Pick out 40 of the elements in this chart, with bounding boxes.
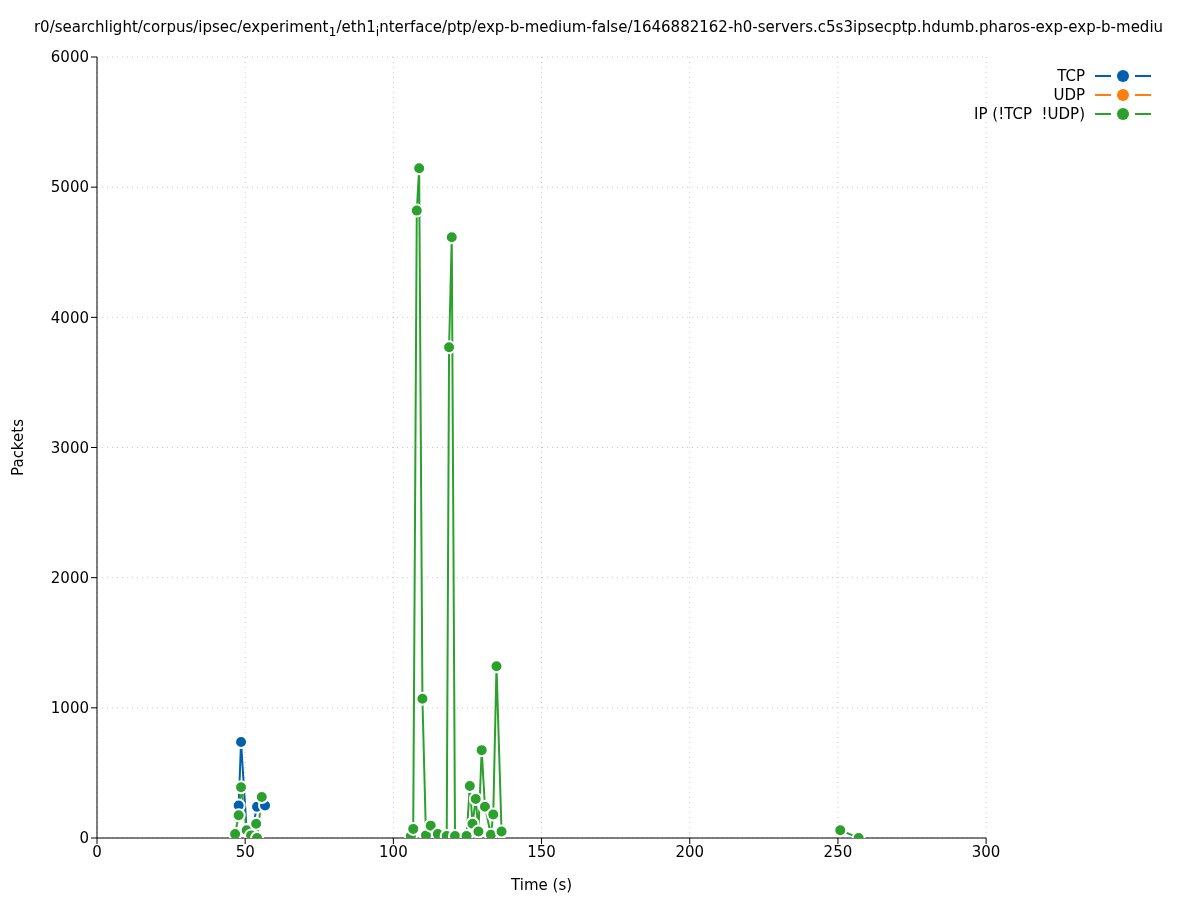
point bbox=[249, 816, 264, 831]
y-tick-label: 5000 bbox=[50, 178, 89, 197]
point bbox=[477, 799, 492, 814]
x-tick-label: 0 bbox=[92, 842, 102, 861]
y-tick-label: 1000 bbox=[50, 699, 89, 718]
y-tick-label: 4000 bbox=[50, 308, 89, 327]
point bbox=[228, 827, 243, 838]
point bbox=[471, 824, 486, 838]
legend-label: UDP bbox=[1053, 85, 1085, 104]
chart-title: r0/searchlight/corpus/ipsec/experiment$_{1}$/eth1$_{i}$nterface/ptp/exp-b-medium-false/1646882162-h0-servers.c5s3ipsecptp.hdumb.pharos-exp-exp-b-mediu bbox=[32, 18, 1165, 39]
x-tick-label: 300 bbox=[971, 842, 1001, 861]
x-axis-title: Time (s) bbox=[510, 876, 573, 894]
point bbox=[254, 790, 269, 804]
point bbox=[833, 823, 848, 838]
point bbox=[468, 791, 483, 806]
point bbox=[483, 827, 498, 838]
x-tick-label: 100 bbox=[379, 842, 408, 861]
point bbox=[489, 659, 504, 674]
point bbox=[231, 808, 246, 823]
point bbox=[444, 230, 459, 245]
y-tick-label: 2000 bbox=[50, 568, 89, 587]
y-tick-label: 0 bbox=[79, 829, 89, 848]
x-tick-label: 200 bbox=[675, 842, 705, 861]
point bbox=[486, 807, 501, 822]
y-tick-label: 6000 bbox=[50, 48, 89, 67]
point bbox=[423, 818, 438, 833]
legend-label: TCP bbox=[1057, 66, 1085, 85]
point bbox=[474, 743, 489, 758]
point bbox=[409, 203, 424, 218]
point bbox=[412, 161, 427, 176]
point bbox=[415, 691, 430, 706]
point bbox=[406, 821, 421, 836]
y-tick-label: 3000 bbox=[50, 438, 89, 457]
legend-label: IP (!TCP !UDP) bbox=[974, 104, 1085, 123]
x-tick-label: 250 bbox=[823, 842, 853, 861]
point bbox=[494, 824, 509, 838]
x-tick-label: 150 bbox=[527, 842, 556, 861]
x-tick-label: 50 bbox=[235, 842, 255, 861]
point bbox=[442, 340, 457, 355]
y-axis-title: Packets bbox=[9, 418, 28, 476]
